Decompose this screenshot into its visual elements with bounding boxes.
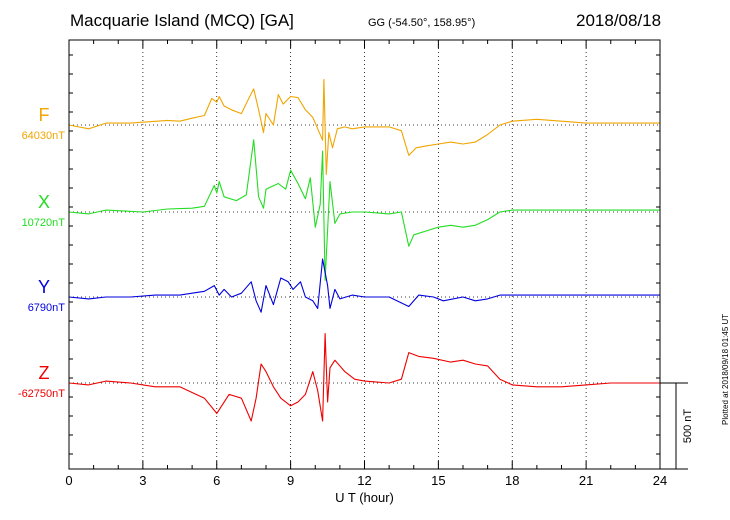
series-line-y [68, 258, 660, 313]
series-baseline-f: 64030nT [22, 130, 66, 142]
x-tick-label: 9 [287, 473, 294, 488]
series-line-f [68, 78, 660, 175]
coordinates-label: GG (-54.50°, 158.95°) [368, 17, 476, 29]
series-baseline-y: 6790nT [28, 302, 66, 314]
x-tick-label: 24 [653, 473, 667, 488]
x-tick-label: 18 [505, 473, 519, 488]
series-line-x [68, 139, 660, 281]
series-name-y: Y [38, 277, 50, 297]
x-tick-label: 21 [579, 473, 593, 488]
scale-bar-label: 500 nT [682, 409, 694, 444]
x-tick-label: 3 [139, 473, 146, 488]
series-line-z [68, 333, 660, 422]
series-baseline-z: -62750nT [18, 388, 65, 400]
x-tick-label: 6 [213, 473, 220, 488]
series-baseline-x: 10720nT [22, 217, 66, 229]
footer-note: Plotted at 2018/09/18 01:45 UT [721, 313, 730, 425]
series-name-x: X [38, 192, 50, 212]
x-tick-label: 12 [357, 473, 371, 488]
date-label: 2018/08/18 [576, 11, 662, 30]
x-tick-label: 15 [431, 473, 445, 488]
station-title: Macquarie Island (MCQ) [GA] [70, 11, 294, 30]
x-axis-label: U T (hour) [335, 490, 394, 505]
series-name-f: F [39, 105, 50, 125]
x-tick-label: 0 [65, 473, 72, 488]
series-name-z: Z [39, 363, 50, 383]
